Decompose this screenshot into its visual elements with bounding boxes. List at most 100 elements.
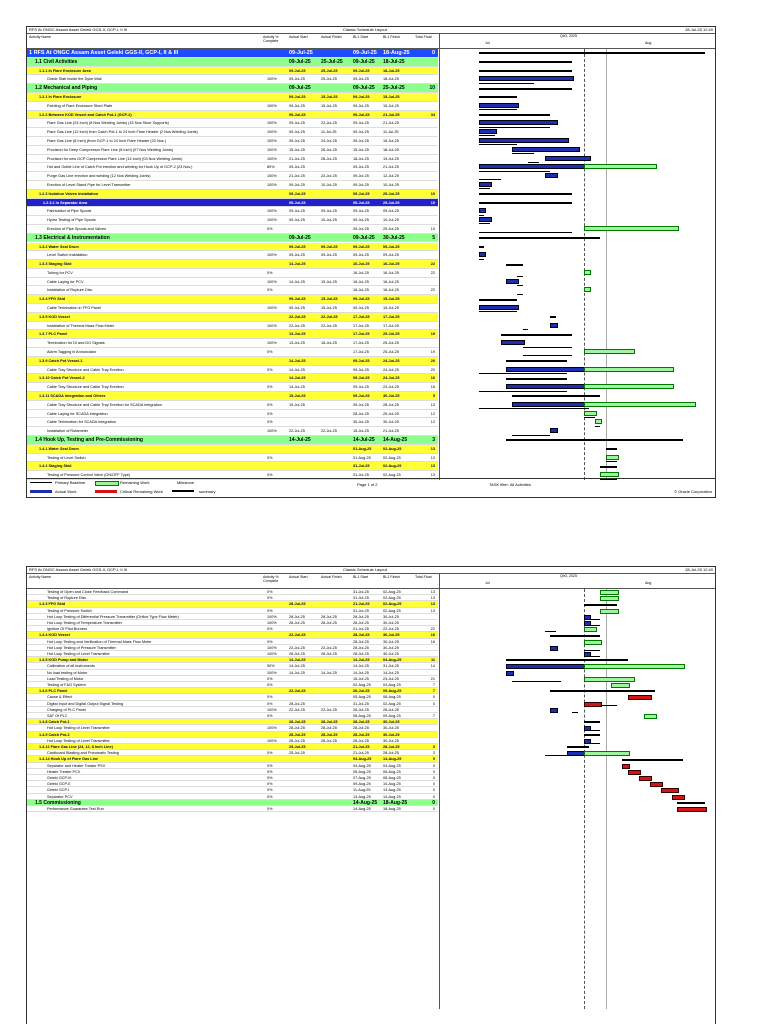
activity-row[interactable]: Hot Loop Testing and Verification of The… <box>27 639 438 645</box>
actual-work-bar[interactable] <box>583 614 592 620</box>
wbs-row[interactable]: 1.3.2 Water Seal Drum 09-Jul-25 09-Jul-25 0… <box>27 242 438 252</box>
activity-row[interactable]: Testing of F&G System 0% 02-Aug-25 04-Aug-2… <box>27 682 438 689</box>
summary-bar[interactable] <box>550 634 601 637</box>
actual-work-bar[interactable] <box>478 120 558 126</box>
activity-row[interactable]: Cause & Effect 0% 05-Aug-25 08-Aug-25 0 <box>27 694 438 701</box>
remaining-work-bar[interactable] <box>594 419 603 425</box>
remaining-work-bar[interactable] <box>583 639 603 645</box>
wbs-row[interactable]: 1.5 Commissioning 14-Aug-25 18-Aug-25 0 <box>27 799 438 806</box>
activity-row[interactable]: Cable Laying for PCV 100% 14-Jul-25 15-Jul-… <box>27 278 438 287</box>
actual-work-bar[interactable] <box>506 384 592 390</box>
activity-row[interactable]: No load testing of Motor 100% 14-Jul-25 14-… <box>27 670 438 676</box>
remaining-work-bar[interactable] <box>600 608 619 614</box>
wbs-row[interactable]: 1.2.3 Isolation Valves Installation 09-Ju… <box>27 189 438 199</box>
activity-row[interactable]: Purge Gas Line erection and welding (12 … <box>27 172 438 181</box>
wbs-row[interactable]: 1.3.3 Staging Skid 14-Jul-25 16-Jul-25 16-J… <box>27 260 438 269</box>
activity-row[interactable]: Fabrication of Pipe Spools 100% 09-Jul-25 0… <box>27 207 438 217</box>
activity-row[interactable]: Hot Loop Testing of Pressure Transmitter… <box>27 645 438 651</box>
activity-row[interactable]: Provision for new GCP Compressor Flare L… <box>27 155 438 164</box>
wbs-row[interactable]: 1.3.10 Catch Pot Vessel-2 14-Jul-25 09-Jul… <box>27 374 438 384</box>
wbs-row[interactable]: 1.4.6 PLC Panel 22-Jul-25 26-Jul-25 09-Aug-… <box>27 688 438 695</box>
summary-bar[interactable] <box>478 52 705 55</box>
summary-bar[interactable] <box>600 465 617 468</box>
activity-row[interactable]: Hydro Testing of Pipe Spools 100% 09-Jul-2… <box>27 216 438 225</box>
activity-row[interactable]: Cable Termination in FFG Panel 100% 09-Jul… <box>27 304 438 313</box>
activity-row[interactable]: Cable Laying for SCADA Integration 0% 28-J… <box>27 410 438 419</box>
activity-row[interactable]: Ignition Of Pilot Burners 0% 21-Jul-25 22-J… <box>27 626 438 633</box>
wbs-row[interactable]: 1.4.5 KOD Pump and Motor 14-Jul-25 14-Jul-… <box>27 657 438 664</box>
remaining-work-bar[interactable] <box>583 676 636 682</box>
actual-work-bar[interactable] <box>550 322 558 328</box>
critical-remaining-bar[interactable] <box>677 807 707 812</box>
actual-work-bar[interactable] <box>506 670 514 676</box>
actual-work-bar[interactable] <box>544 173 558 179</box>
wbs-row[interactable]: 1.4.9 Catch Pot-2 28-Jul-25 28-Jul-25 28-Ju… <box>27 731 438 738</box>
activity-row[interactable]: Level Switch Installation 100% 09-Jul-25 09… <box>27 251 438 261</box>
activity-row[interactable]: Testing of Pressure Switch 0% 31-Jul-25 02-… <box>27 608 438 614</box>
critical-remaining-bar[interactable] <box>660 788 680 794</box>
summary-bar[interactable] <box>506 263 523 266</box>
actual-work-bar[interactable] <box>583 738 592 744</box>
summary-bar[interactable] <box>566 746 590 749</box>
activity-row[interactable]: Flare Gas Line (12 Inch) from Catch Pot-… <box>27 128 438 137</box>
wbs-row[interactable]: 1.2.3.1 In Separator Area 09-Jul-25 09-Jul… <box>27 198 438 208</box>
actual-work-bar[interactable] <box>478 252 487 258</box>
wbs-row[interactable]: 1.4.8 Catch Pot-1 28-Jul-25 28-Jul-25 28-Ju… <box>27 719 438 726</box>
activity-row[interactable]: Hot Loop Testing of Temperature Transmit… <box>27 620 438 627</box>
summary-bar[interactable] <box>478 113 551 116</box>
actual-work-bar[interactable] <box>506 664 592 670</box>
activity-row[interactable]: Geleki GCP-II 0% 09-Aug-25 10-Aug-25 0 <box>27 781 438 788</box>
activity-row[interactable]: Flare Gas Line (24 Inch) (8 Nos Welding … <box>27 119 438 129</box>
activity-row[interactable]: Geleki GCP-I 0% 11-Aug-25 13-Aug-25 0 <box>27 787 438 794</box>
wbs-row[interactable]: 1.3.5 KOD Vessel 22-Jul-25 22-Jul-25 17-Jul… <box>27 312 438 322</box>
wbs-row[interactable]: 1.4.1 Water Seal Drum 01-Aug-25 02-Aug-25 1… <box>27 444 438 454</box>
activity-row[interactable]: Digital Input and Digital Output Signal … <box>27 701 438 707</box>
actual-work-bar[interactable] <box>500 340 525 346</box>
critical-remaining-bar[interactable] <box>627 769 641 775</box>
wbs-row[interactable]: 1.2.2 Between KOD Vessel and Catch Pot-1… <box>27 110 438 120</box>
remaining-work-bar[interactable] <box>600 472 619 478</box>
activity-row[interactable]: Testing of Pressure Control Valve (ON/OF… <box>27 471 438 480</box>
remaining-work-bar[interactable] <box>583 349 636 355</box>
summary-bar[interactable] <box>506 377 567 380</box>
wbs-row[interactable]: 1.4.2 Staging Skid 31-Jul-25 02-Aug-25 13 <box>27 462 438 472</box>
activity-row[interactable]: Installation of Thermal Mass Flow Meter 1… <box>27 322 438 331</box>
summary-bar[interactable] <box>583 733 601 736</box>
activity-row[interactable]: Installation of Rotameter 100% 22-Jul-25 22… <box>27 427 438 436</box>
activity-row[interactable]: Erection of Level Stand Pipe for Level T… <box>27 181 438 190</box>
activity-row[interactable]: Heater Treater PCV 0% 05-Aug-25 06-Aug-25 0 <box>27 769 438 775</box>
activity-row[interactable]: Hot Loop Testing of Level Transmitter 100… <box>27 725 438 732</box>
summary-bar[interactable] <box>550 690 656 693</box>
summary-bar[interactable] <box>550 316 556 319</box>
critical-remaining-bar[interactable] <box>649 782 663 788</box>
activity-row[interactable]: Installation of Rupture Disc 0% 16-Jul-25 1… <box>27 286 438 296</box>
wbs-row[interactable]: 1.4.12 Flare Gas Line (24, 12, 8 Inch Li… <box>27 744 438 751</box>
activity-row[interactable]: Alarm Tagging in Annunciator 0% 17-Jul-25 2… <box>27 348 438 357</box>
summary-bar[interactable] <box>583 603 617 606</box>
remaining-work-bar[interactable] <box>600 596 619 602</box>
actual-work-bar[interactable] <box>544 155 592 161</box>
remaining-work-bar[interactable] <box>583 225 680 231</box>
activity-row[interactable]: Termination for DI and DO Signals 100% 13-… <box>27 339 438 349</box>
summary-bar[interactable] <box>478 61 573 64</box>
activity-row[interactable]: Geleki GCP-III 0% 07-Aug-25 08-Aug-25 0 <box>27 775 438 782</box>
remaining-work-bar[interactable] <box>605 454 619 460</box>
activity-row[interactable]: Cable Termination for SCADA Integration 0… <box>27 418 438 428</box>
summary-bar[interactable] <box>478 96 518 99</box>
remaining-work-bar[interactable] <box>583 287 592 293</box>
activity-row[interactable]: Hot Loop Testing of Level Transmitter 100… <box>27 651 438 658</box>
activity-row[interactable]: Cable Tray Structure and Cable Tray Erec… <box>27 366 438 375</box>
actual-work-bar[interactable] <box>511 146 580 152</box>
critical-remaining-bar[interactable] <box>638 776 652 781</box>
remaining-work-bar[interactable] <box>611 683 630 688</box>
activity-row[interactable]: Cable Tray Structure and Cable Tray Erec… <box>27 401 438 410</box>
activity-row[interactable]: Load Testing of Motor 0% 15-Jul-25 23-Jul-2… <box>27 676 438 682</box>
activity-row[interactable]: Grade Slab inside the Dyke Wall 100% 09-Ju… <box>27 75 438 85</box>
activity-row[interactable]: Testing of Rupture Disc 0% 31-Jul-25 02-Aug… <box>27 595 438 602</box>
remaining-work-bar[interactable] <box>644 714 658 719</box>
actual-work-bar[interactable] <box>478 137 569 143</box>
wbs-row[interactable]: 1.4.14 Hook Up of Flare Gas Line 04-Aug-2… <box>27 756 438 763</box>
activity-row[interactable]: Calibration of all instruments 50% 14-Jul-… <box>27 663 438 670</box>
activity-row[interactable]: Performance Guarantee Test Run 0% 14-Aug-2… <box>27 806 438 813</box>
remaining-work-bar[interactable] <box>583 664 685 670</box>
